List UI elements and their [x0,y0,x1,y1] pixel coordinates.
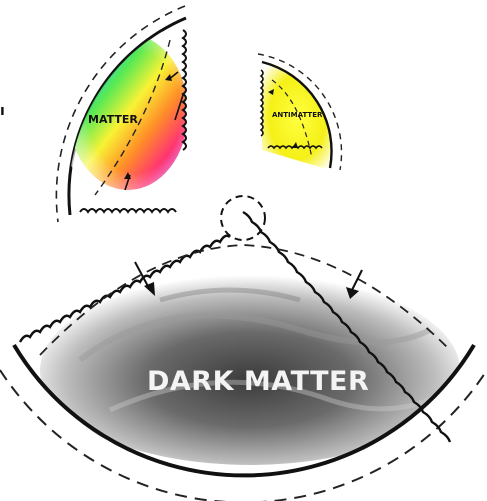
dark-matter-segment: DARK MATTER [0,195,487,501]
edge-glyph: ı [0,103,5,119]
antimatter-segment: ANTIMATTER [257,53,343,171]
matter-label: MATTER [88,113,138,126]
antimatter-label: ANTIMATTER [272,111,323,119]
dark-matter-label: DARK MATTER [147,366,369,397]
matter-segment: MATTER [55,5,187,223]
